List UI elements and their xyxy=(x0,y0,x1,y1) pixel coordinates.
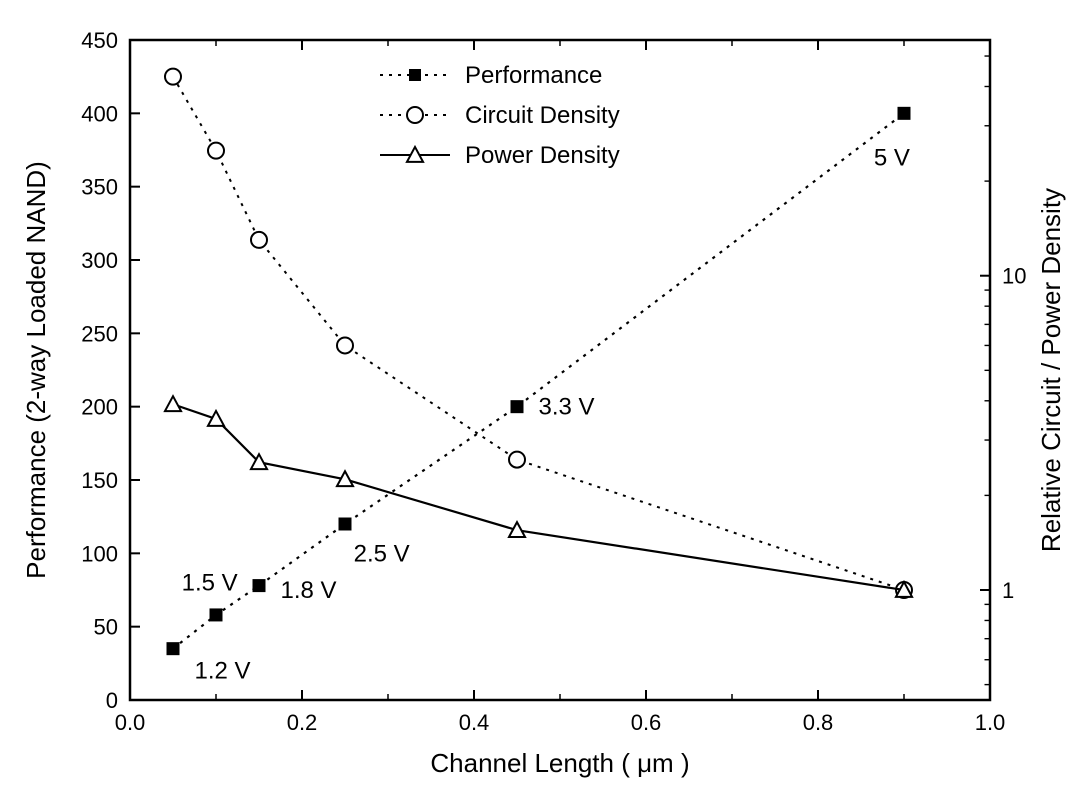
y-left-tick-label: 400 xyxy=(81,101,118,126)
point-annotation: 1.5 V xyxy=(182,570,238,597)
y-right-tick-label: 1 xyxy=(1002,578,1014,603)
x-tick-label: 0.6 xyxy=(631,710,662,735)
point-annotation: 3.3 V xyxy=(539,394,595,421)
y-left-tick-label: 200 xyxy=(81,395,118,420)
x-tick-label: 1.0 xyxy=(975,710,1006,735)
legend: Performance Circuit Density Power Density xyxy=(380,62,620,169)
legend-item-label: Power Density xyxy=(465,142,620,169)
chart-container: 0.0 0.2 0.4 0.6 0.8 1.0 Channel Length ( μm ) 0… xyxy=(0,0,1078,809)
point-annotation: 2.5 V xyxy=(354,540,410,567)
series-line-power-density xyxy=(173,404,904,590)
x-axis-label: Channel Length ( μm ) xyxy=(430,748,689,778)
y-left-tick-label: 450 xyxy=(81,28,118,53)
chart-svg: 0.0 0.2 0.4 0.6 0.8 1.0 Channel Length ( μm ) 0… xyxy=(0,0,1078,809)
y-right-tick-label: 10 xyxy=(1002,264,1026,289)
x-tick-label: 0.0 xyxy=(115,710,146,735)
y-left-tick-label: 250 xyxy=(81,321,118,346)
y-left-tick-label: 350 xyxy=(81,175,118,200)
point-annotation: 5 V xyxy=(874,144,910,171)
y-left-tick-label: 0 xyxy=(106,688,118,713)
series-line-performance xyxy=(173,113,904,648)
legend-item-label: Circuit Density xyxy=(465,102,620,129)
x-tick-label: 0.2 xyxy=(287,710,318,735)
x-tick-label: 0.4 xyxy=(459,710,490,735)
y-left-tick-label: 150 xyxy=(81,468,118,493)
point-annotation: 1.2 V xyxy=(195,658,251,685)
y-left-tick-label: 100 xyxy=(81,541,118,566)
x-tick-label: 0.8 xyxy=(803,710,834,735)
y-right-axis-label: Relative Circuit / Power Density xyxy=(1036,188,1066,552)
y-left-axis-label: Performance (2-way Loaded NAND) xyxy=(21,161,51,579)
y-left-tick-label: 300 xyxy=(81,248,118,273)
point-annotation: 1.8 V xyxy=(281,577,337,604)
legend-item-label: Performance xyxy=(465,62,602,89)
y-left-tick-label: 50 xyxy=(94,615,118,640)
